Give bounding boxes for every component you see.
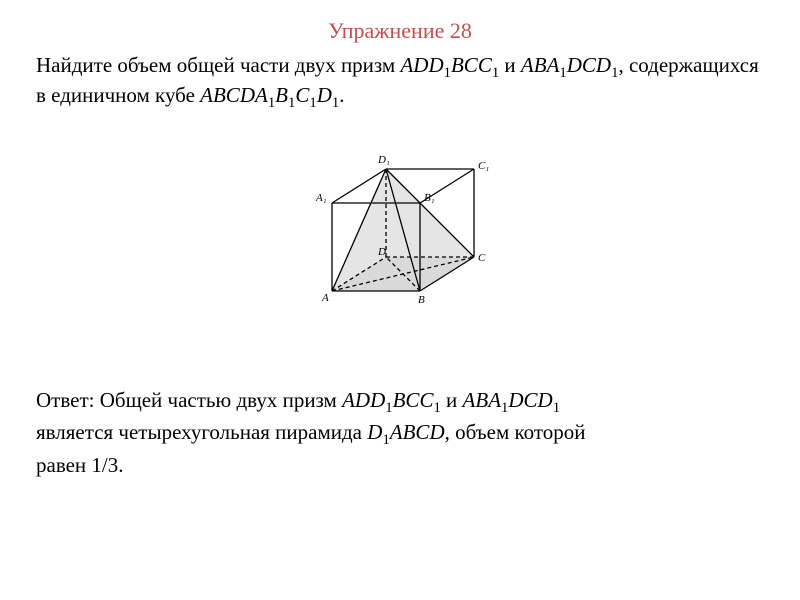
ans-p2a: ABA <box>463 388 501 412</box>
answer-prefix: Ответ: Общей частью двух призм <box>36 388 342 412</box>
problem-prefix: Найдите объем общей части двух призм <box>36 53 400 77</box>
prism1-b: BCC <box>451 53 492 77</box>
ans-p1a: ADD <box>342 388 385 412</box>
ans-pyr: D <box>367 420 382 444</box>
exercise-title: Упражнение 28 <box>36 18 764 44</box>
prism1-a: ADD <box>400 53 443 77</box>
cube-d: D <box>317 83 332 107</box>
ans-p1b: BCC <box>393 388 434 412</box>
ans-line2b: , объем которой <box>445 420 586 444</box>
answer-text: Ответ: Общей частью двух призм ADD1BCC1 … <box>36 384 764 482</box>
figure-container: A B C D A₁ B₁ C₁ D₁ <box>36 139 764 314</box>
ans-p2b: DCD <box>508 388 552 412</box>
problem-text: Найдите объем общей части двух призм ADD… <box>36 50 764 111</box>
cube-diagram: A B C D A₁ B₁ C₁ D₁ <box>300 139 500 309</box>
ans-pyr-rest: ABCD <box>390 420 445 444</box>
svg-text:A: A <box>321 292 329 304</box>
ans-mid: и <box>441 388 463 412</box>
cube-a: ABCDA <box>200 83 268 107</box>
ans-p1bs: 1 <box>433 400 440 416</box>
prism2-b: DCD <box>567 53 611 77</box>
ans-line2a: является четырехугольная пирамида <box>36 420 367 444</box>
svg-text:C: C <box>478 252 486 264</box>
problem-end: . <box>339 83 344 107</box>
svg-text:B: B <box>418 294 425 306</box>
prism2-a: ABA <box>521 53 559 77</box>
svg-text:C₁: C₁ <box>478 160 489 172</box>
cube-c: C <box>295 83 309 107</box>
prism2-a-sub: 1 <box>559 65 566 81</box>
svg-text:A₁: A₁ <box>315 192 327 204</box>
ans-pyr-s: 1 <box>382 433 389 449</box>
problem-mid: и <box>499 53 521 77</box>
ans-line3: равен 1/3. <box>36 453 124 477</box>
ans-p2bs: 1 <box>553 400 560 416</box>
cube-s3: 1 <box>309 96 316 112</box>
prism1-a-sub: 1 <box>444 65 451 81</box>
svg-text:D₁: D₁ <box>377 154 390 166</box>
cube-b: B <box>275 83 288 107</box>
ans-p1s: 1 <box>385 400 392 416</box>
svg-text:D: D <box>377 246 386 258</box>
svg-text:B₁: B₁ <box>424 192 435 204</box>
